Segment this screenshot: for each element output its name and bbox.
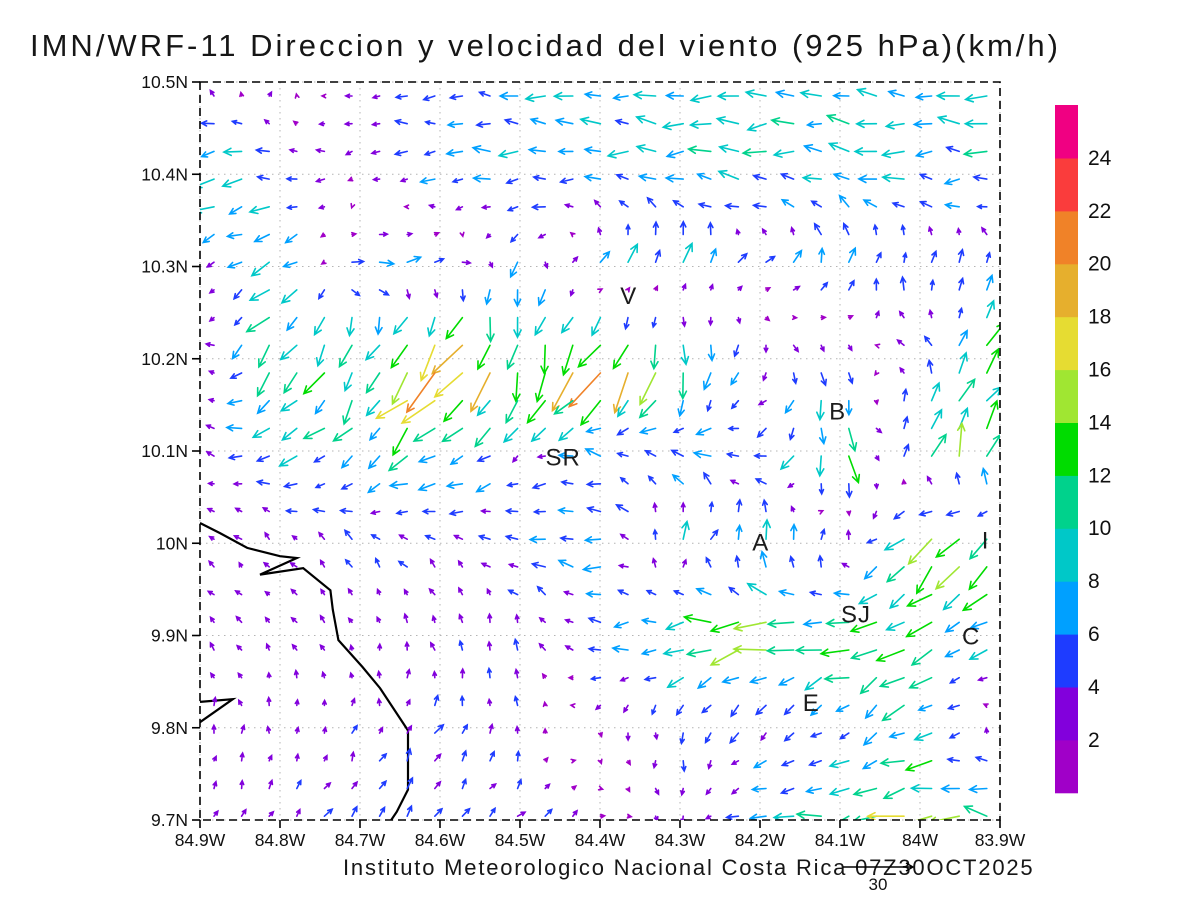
y-tick-label: 10.4N — [141, 164, 188, 184]
chart-title: IMN/WRF-11 Direccion y velocidad del vie… — [30, 28, 1061, 63]
x-tick-label: 84.5W — [495, 830, 546, 850]
x-tick-label: 84.6W — [415, 830, 466, 850]
y-tick-label: 9.7N — [151, 810, 188, 830]
x-tick-label: 83.9W — [975, 830, 1026, 850]
colorbar-tick-label: 10 — [1088, 517, 1111, 540]
x-tick-label: 84.1W — [815, 830, 866, 850]
station-label-e: E — [803, 690, 820, 717]
colorbar-labels: 24 22 20 18 16 14 12 10 8 6 4 2 — [1088, 147, 1112, 752]
x-axis-tick-labels: 84.9W 84.8W 84.7W 84.6W 84.5W 84.4W 84.3W 84.2W… — [175, 830, 1026, 850]
x-tick-label: 84.4W — [575, 830, 626, 850]
station-label-sr: SR — [546, 444, 581, 471]
station-label-v: V — [620, 283, 637, 310]
y-tick-label: 10.2N — [141, 349, 188, 369]
colorbar-tick-label: 24 — [1088, 147, 1112, 170]
x-tick-label: 84.8W — [255, 830, 306, 850]
station-label-sj: SJ — [841, 601, 871, 628]
station-label-i: I — [982, 527, 990, 554]
station-labels: V B SR A SJ C E I — [546, 283, 990, 717]
plot-frame — [199, 81, 1001, 821]
y-tick-label: 10N — [156, 533, 188, 553]
colorbar-tick-label: 2 — [1088, 729, 1100, 752]
station-label-b: B — [829, 398, 846, 425]
colorbar-tick-label: 6 — [1088, 623, 1100, 646]
y-tick-label: 10.1N — [141, 441, 188, 461]
y-tick-label: 10.5N — [141, 72, 188, 92]
wind-arrows — [200, 87, 1000, 820]
station-label-a: A — [752, 529, 769, 556]
footer-caption: Instituto Meteorologico Nacional Costa R… — [343, 855, 1035, 880]
axis-ticks — [192, 81, 1001, 828]
x-tick-label: 84.2W — [735, 830, 786, 850]
colorbar-tick-label: 18 — [1088, 306, 1111, 329]
colorbar-tick-label: 12 — [1088, 464, 1111, 487]
y-tick-label: 10.3N — [141, 257, 188, 277]
colorbar-tick-label: 14 — [1088, 411, 1112, 434]
y-axis-tick-labels: 10.5N 10.4N 10.3N 10.2N 10.1N 10N 9.9N 9.8N 9.7N — [141, 72, 188, 830]
colorbar-tick-label: 4 — [1088, 676, 1100, 699]
y-tick-label: 9.9N — [151, 626, 188, 646]
grid-lines — [199, 81, 1001, 821]
colorbar — [1055, 105, 1078, 794]
colorbar-tick-label: 20 — [1088, 253, 1111, 276]
colorbar-tick-label: 16 — [1088, 359, 1111, 382]
y-tick-label: 9.8N — [151, 718, 188, 738]
x-tick-label: 84.7W — [335, 830, 386, 850]
x-tick-label: 84W — [902, 830, 938, 850]
colorbar-tick-label: 8 — [1088, 570, 1100, 593]
x-tick-label: 84.9W — [175, 830, 226, 850]
coastline — [199, 522, 410, 821]
x-tick-label: 84.3W — [655, 830, 706, 850]
colorbar-tick-label: 22 — [1088, 200, 1111, 223]
station-label-c: C — [962, 623, 980, 650]
